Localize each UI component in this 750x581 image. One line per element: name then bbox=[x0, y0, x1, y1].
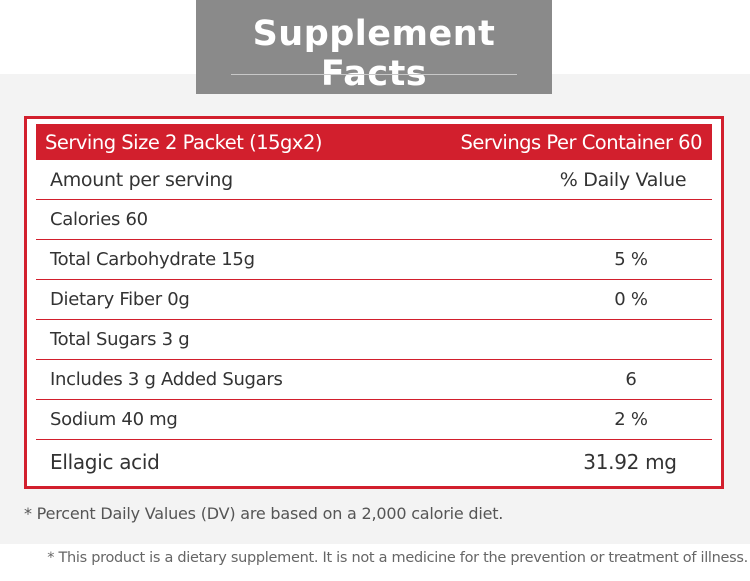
daily-value-footnote: * Percent Daily Values (DV) are based on… bbox=[24, 504, 504, 523]
nutrient-value: 6 bbox=[625, 369, 637, 390]
table-row: Ellagic acid 31.92 mg bbox=[36, 440, 712, 484]
table-row: Total Carbohydrate 15g 5 % bbox=[36, 240, 712, 280]
nutrient-value: 0 % bbox=[614, 289, 648, 310]
title-banner: Supplement Facts bbox=[196, 0, 552, 94]
table-row: Dietary Fiber 0g 0 % bbox=[36, 280, 712, 320]
supplement-facts-table: Serving Size 2 Packet (15gx2) Servings P… bbox=[24, 116, 724, 489]
servings-per-container: Servings Per Container 60 bbox=[460, 130, 702, 154]
table-row: Total Sugars 3 g bbox=[36, 320, 712, 360]
nutrient-label: Total Carbohydrate 15g bbox=[50, 249, 255, 270]
nutrient-label: Sodium 40 mg bbox=[50, 409, 178, 430]
nutrient-value: 2 % bbox=[614, 409, 648, 430]
serving-size: Serving Size 2 Packet (15gx2) bbox=[45, 130, 322, 154]
facts-table-body: Serving Size 2 Packet (15gx2) Servings P… bbox=[36, 124, 712, 484]
serving-header-row: Serving Size 2 Packet (15gx2) Servings P… bbox=[36, 124, 712, 160]
title-divider bbox=[231, 74, 517, 75]
nutrient-value: 5 % bbox=[614, 249, 648, 270]
nutrient-label: Total Sugars 3 g bbox=[50, 329, 190, 350]
table-row: Sodium 40 mg 2 % bbox=[36, 400, 712, 440]
nutrient-label: Calories 60 bbox=[50, 209, 148, 230]
nutrient-label: Includes 3 g Added Sugars bbox=[50, 369, 283, 390]
nutrient-label: Ellagic acid bbox=[50, 450, 160, 474]
table-row: Calories 60 bbox=[36, 200, 712, 240]
amount-per-serving-header: Amount per serving bbox=[50, 169, 233, 191]
nutrient-label: Dietary Fiber 0g bbox=[50, 289, 190, 310]
page-title: Supplement Facts bbox=[252, 14, 496, 94]
daily-value-header: % Daily Value bbox=[559, 169, 687, 191]
nutrient-value: 31.92 mg bbox=[583, 450, 677, 474]
table-row: Includes 3 g Added Sugars 6 bbox=[36, 360, 712, 400]
supplement-disclaimer: * This product is a dietary supplement. … bbox=[47, 550, 748, 566]
column-header-row: Amount per serving % Daily Value bbox=[36, 160, 712, 200]
